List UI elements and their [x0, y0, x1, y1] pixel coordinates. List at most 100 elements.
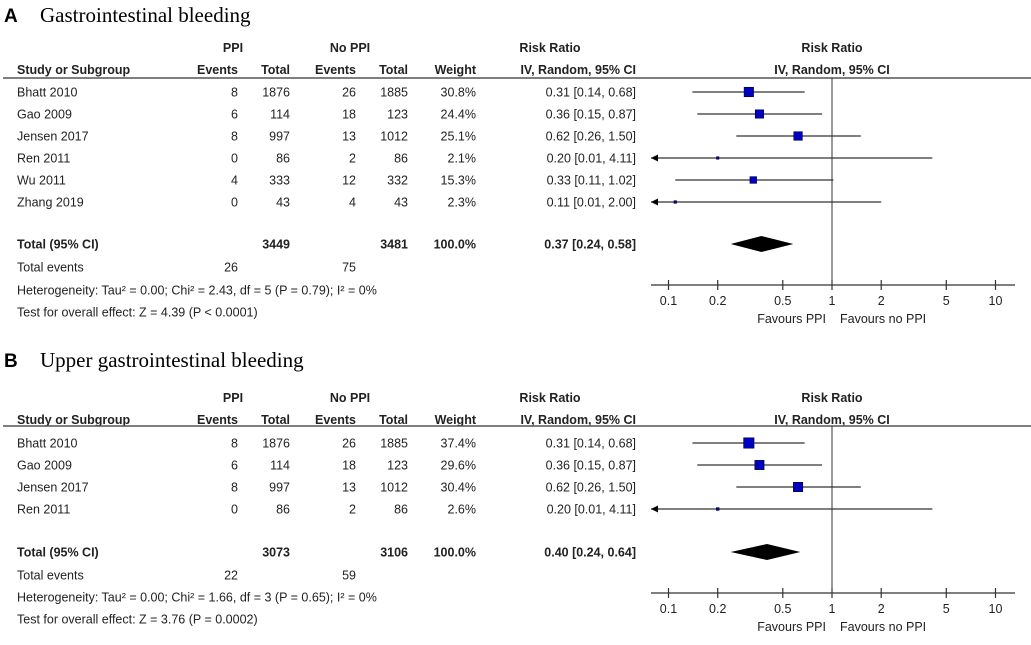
risk-ratio-ci: 0.20 [0.01, 4.11] — [547, 152, 636, 166]
study-row: Jensen 2017 8 997 13 1012 25.1% 0.62 [0.26, 1.… — [17, 130, 861, 144]
study-row: Bhatt 2010 8 1876 26 1885 30.8% 0.31 [0.14, 0.… — [17, 86, 805, 100]
total-risk-ratio-ci: 0.37 [0.24, 0.58] — [544, 238, 636, 252]
weight: 2.6% — [448, 503, 477, 517]
header-rr-method: IV, Random, 95% CI — [520, 63, 636, 77]
header-events-no-ppi: Events — [315, 413, 356, 427]
events-no-ppi: 18 — [342, 459, 356, 473]
total-events-no-ppi: 75 — [342, 261, 356, 275]
events-no-ppi: 4 — [349, 196, 356, 210]
events-ppi: 8 — [231, 86, 238, 100]
study-row: Gao 2009 6 114 18 123 24.4% 0.36 [0.15, 0.87] — [17, 108, 823, 122]
header-study: Study or Subgroup — [17, 63, 131, 77]
total-events-ppi: 26 — [224, 261, 238, 275]
point-estimate-marker — [793, 131, 803, 141]
study-row: Gao 2009 6 114 18 123 29.6% 0.36 [0.15, 0.87] — [17, 459, 823, 473]
total-no-ppi: 1885 — [380, 86, 408, 100]
events-ppi: 4 — [231, 174, 238, 188]
study-name: Gao 2009 — [17, 459, 72, 473]
header-rr-method-plot: IV, Random, 95% CI — [774, 413, 890, 427]
header-rr-method-plot: IV, Random, 95% CI — [774, 63, 890, 77]
events-ppi: 8 — [231, 130, 238, 144]
total-weight: 100.0% — [434, 546, 476, 560]
point-estimate-marker — [716, 507, 720, 511]
study-name: Wu 2011 — [17, 174, 66, 188]
point-estimate-marker — [793, 482, 804, 492]
header-total-ppi: Total — [261, 413, 290, 427]
point-estimate-marker — [673, 200, 677, 204]
total-ppi: 86 — [276, 152, 290, 166]
total-ppi: 997 — [269, 130, 290, 144]
header-weight: Weight — [435, 413, 477, 427]
total-row: Total (95% CI) 3449 3481 100.0% 0.37 [0.24, … — [17, 236, 794, 252]
events-no-ppi: 18 — [342, 108, 356, 122]
total-events-ppi: 22 — [224, 569, 238, 583]
heterogeneity-text: Heterogeneity: Tau² = 0.00; Chi² = 2.43,… — [17, 284, 377, 298]
x-tick-label: 10 — [989, 602, 1003, 616]
weight: 30.8% — [441, 86, 476, 100]
header-rr-method: IV, Random, 95% CI — [520, 413, 636, 427]
point-estimate-marker — [743, 86, 754, 98]
study-row: Ren 2011 0 86 2 86 2.6% 0.20 [0.01, 4.11] — [17, 503, 933, 517]
header-total-no-ppi: Total — [379, 63, 408, 77]
total-no-ppi: 3481 — [380, 238, 408, 252]
total-label: Total (95% CI) — [17, 546, 99, 560]
total-no-ppi: 43 — [394, 196, 408, 210]
weight: 25.1% — [441, 130, 476, 144]
header-group-ppi: PPI — [223, 41, 243, 55]
x-tick-label: 0.2 — [709, 602, 726, 616]
weight: 24.4% — [441, 108, 476, 122]
total-no-ppi: 332 — [387, 174, 408, 188]
study-row: Ren 2011 0 86 2 86 2.1% 0.20 [0.01, 4.11] — [17, 152, 933, 166]
risk-ratio-ci: 0.62 [0.26, 1.50] — [546, 481, 636, 495]
study-name: Gao 2009 — [17, 108, 72, 122]
weight: 2.1% — [448, 152, 477, 166]
panel-title: Upper gastrointestinal bleeding — [40, 348, 304, 372]
total-ppi: 114 — [270, 459, 290, 473]
events-ppi: 0 — [231, 152, 238, 166]
point-estimate-marker — [749, 176, 757, 184]
events-ppi: 0 — [231, 196, 238, 210]
panel-title: Gastrointestinal bleeding — [40, 3, 251, 27]
overall-effect-text: Test for overall effect: Z = 3.76 (P = 0… — [17, 613, 258, 627]
total-ppi: 43 — [276, 196, 290, 210]
events-ppi: 6 — [231, 459, 238, 473]
forest-panel-b: B Upper gastrointestinal bleeding PPI No PP… — [3, 348, 1031, 634]
risk-ratio-ci: 0.62 [0.26, 1.50] — [546, 130, 636, 144]
x-tick-label: 0.2 — [709, 294, 726, 308]
pooled-diamond — [730, 236, 794, 252]
panel-letter: A — [4, 6, 18, 27]
header-risk-ratio-plot: Risk Ratio — [801, 391, 862, 405]
header-total-no-ppi: Total — [379, 413, 408, 427]
favours-ppi-label: Favours PPI — [757, 620, 826, 634]
heterogeneity-text: Heterogeneity: Tau² = 0.00; Chi² = 1.66,… — [17, 591, 377, 605]
events-ppi: 8 — [231, 437, 238, 451]
favours-no-ppi-label: Favours no PPI — [840, 312, 926, 326]
header-group-no-ppi: No PPI — [330, 41, 370, 55]
total-ppi: 1876 — [262, 437, 290, 451]
study-name: Jensen 2017 — [17, 130, 89, 144]
ci-arrow-left — [651, 505, 658, 513]
point-estimate-marker — [743, 437, 755, 449]
x-tick-label: 1 — [829, 602, 836, 616]
total-events-label: Total events — [17, 261, 84, 275]
favours-no-ppi-label: Favours no PPI — [840, 620, 926, 634]
header-total-ppi: Total — [261, 63, 290, 77]
total-weight: 100.0% — [434, 238, 476, 252]
header-risk-ratio-plot: Risk Ratio — [801, 41, 862, 55]
point-estimate-marker — [754, 109, 764, 119]
risk-ratio-ci: 0.36 [0.15, 0.87] — [546, 108, 636, 122]
header-events-ppi: Events — [197, 63, 238, 77]
total-row: Total (95% CI) 3073 3106 100.0% 0.40 [0.24, … — [17, 544, 801, 560]
x-tick-label: 2 — [878, 602, 885, 616]
x-tick-label: 0.1 — [660, 602, 677, 616]
header-weight: Weight — [435, 63, 477, 77]
weight: 30.4% — [441, 481, 476, 495]
total-ppi: 1876 — [262, 86, 290, 100]
x-tick-label: 5 — [943, 602, 950, 616]
weight: 2.3% — [448, 196, 477, 210]
favours-ppi-label: Favours PPI — [757, 312, 826, 326]
x-tick-label: 0.5 — [774, 294, 791, 308]
events-no-ppi: 13 — [342, 481, 356, 495]
total-ppi: 333 — [269, 174, 290, 188]
study-row: Bhatt 2010 8 1876 26 1885 37.4% 0.31 [0.14, 0.… — [17, 437, 805, 451]
